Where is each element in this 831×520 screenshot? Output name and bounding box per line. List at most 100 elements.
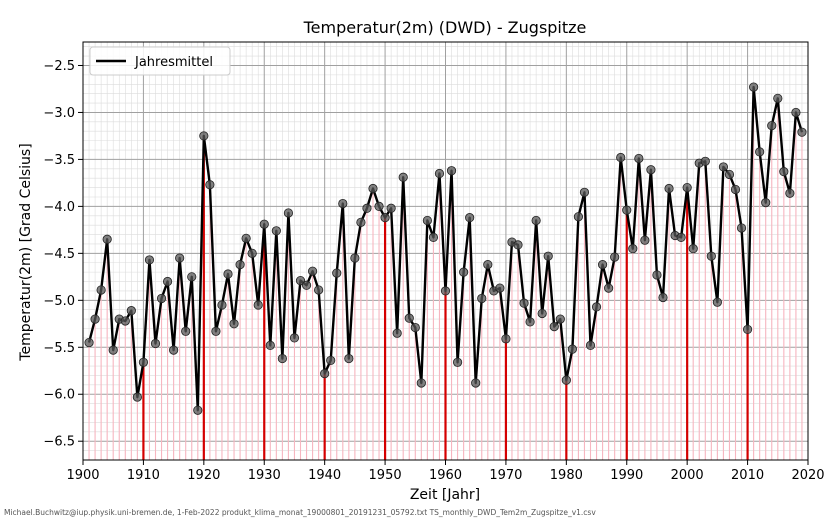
- data-point-1997: [664, 183, 674, 194]
- data-point-1955: [410, 322, 420, 333]
- data-point-1911: [144, 255, 155, 265]
- y-tick-label: −4.5: [43, 247, 75, 262]
- data-point-1905: [108, 345, 118, 355]
- x-tick-label: 2010: [731, 468, 764, 483]
- data-point-1937: [301, 280, 312, 290]
- data-point-1951: [386, 203, 396, 213]
- x-tick-label: 1910: [127, 468, 160, 483]
- data-point-1990: [622, 205, 632, 215]
- data-point-1948: [368, 183, 378, 194]
- y-tick-label: −6.0: [43, 388, 75, 403]
- data-point-1984: [585, 340, 596, 351]
- data-point-1912: [150, 338, 161, 349]
- data-point-2014: [767, 121, 777, 131]
- data-point-1969: [495, 283, 505, 293]
- x-tick-label: 1970: [489, 468, 522, 483]
- data-point-1921: [205, 180, 215, 190]
- data-point-1910: [138, 357, 149, 367]
- chart-title: Temperatur(2m) (DWD) - Zugspitze: [303, 18, 587, 37]
- data-point-1954: [404, 313, 414, 323]
- data-point-1964: [465, 213, 475, 223]
- data-point-1976: [537, 308, 547, 319]
- data-point-1909: [132, 392, 142, 402]
- y-tick-label: −2.5: [43, 59, 75, 74]
- data-point-1920: [199, 131, 209, 141]
- data-point-1935: [289, 333, 300, 343]
- data-point-1929: [253, 300, 263, 310]
- data-point-2016: [779, 167, 789, 177]
- data-point-1942: [332, 268, 342, 278]
- data-point-1962: [452, 357, 463, 367]
- data-point-1994: [646, 165, 656, 175]
- data-point-2017: [785, 188, 795, 198]
- data-point-1902: [90, 314, 100, 324]
- data-point-1940: [320, 368, 330, 379]
- data-point-1967: [483, 260, 493, 270]
- x-tick-label: 1900: [66, 468, 99, 483]
- data-point-2008: [730, 184, 741, 195]
- data-point-1901: [84, 337, 94, 348]
- data-point-1923: [217, 300, 227, 310]
- data-point-1953: [398, 172, 408, 182]
- data-point-1978: [549, 322, 559, 332]
- x-tick-label: 2020: [791, 468, 824, 483]
- data-point-1986: [597, 260, 608, 270]
- data-point-1991: [628, 244, 638, 254]
- data-point-1947: [362, 203, 372, 213]
- data-point-1983: [579, 187, 590, 197]
- y-tick-label: −5.5: [43, 341, 75, 356]
- data-point-1927: [241, 233, 251, 243]
- data-point-1973: [519, 298, 529, 308]
- data-point-1908: [126, 306, 136, 316]
- series: [84, 82, 807, 415]
- data-point-1925: [229, 319, 239, 329]
- data-point-2019: [797, 127, 807, 137]
- legend-box: [89, 46, 231, 76]
- data-point-1916: [175, 253, 185, 263]
- data-point-1931: [265, 340, 275, 351]
- data-point-1952: [392, 328, 402, 338]
- data-point-1970: [501, 334, 511, 344]
- data-point-1928: [247, 248, 257, 258]
- data-point-1918: [187, 272, 197, 282]
- data-point-2003: [700, 156, 710, 166]
- data-point-2006: [718, 162, 729, 172]
- data-point-1933: [277, 353, 287, 364]
- data-point-1934: [283, 208, 294, 218]
- data-point-1972: [513, 240, 523, 250]
- y-tick-label: −4.0: [43, 200, 75, 215]
- data-point-1961: [446, 166, 457, 176]
- data-point-1903: [96, 285, 106, 295]
- data-point-1941: [326, 355, 336, 366]
- stems: [88, 87, 803, 460]
- data-point-2007: [724, 169, 735, 180]
- data-point-1958: [428, 232, 439, 242]
- data-point-1907: [120, 316, 130, 326]
- data-point-1992: [634, 153, 644, 164]
- data-point-1977: [543, 251, 553, 261]
- x-tick-label: 1930: [248, 468, 281, 483]
- data-point-1946: [356, 217, 366, 227]
- data-point-2009: [736, 223, 747, 233]
- data-point-1956: [416, 378, 426, 388]
- data-point-1957: [422, 215, 432, 226]
- data-point-1995: [652, 270, 662, 280]
- data-point-1938: [307, 266, 318, 276]
- data-point-1966: [477, 293, 487, 304]
- data-point-1945: [350, 253, 360, 263]
- data-point-2004: [706, 251, 716, 261]
- data-point-1936: [295, 275, 306, 286]
- data-point-1930: [259, 219, 269, 229]
- y-tick-label: −3.0: [43, 106, 75, 121]
- data-point-1944: [344, 353, 354, 364]
- data-point-1917: [181, 326, 191, 336]
- data-point-2001: [688, 244, 698, 254]
- data-point-1999: [676, 232, 686, 242]
- data-point-1915: [169, 345, 179, 355]
- legend: Jahresmittel: [89, 46, 231, 76]
- y-axis-label: Temperatur(2m) [Grad Celsius]: [18, 143, 34, 361]
- data-point-1919: [193, 405, 203, 415]
- legend-label: Jahresmittel: [134, 55, 213, 70]
- data-point-1988: [610, 252, 620, 262]
